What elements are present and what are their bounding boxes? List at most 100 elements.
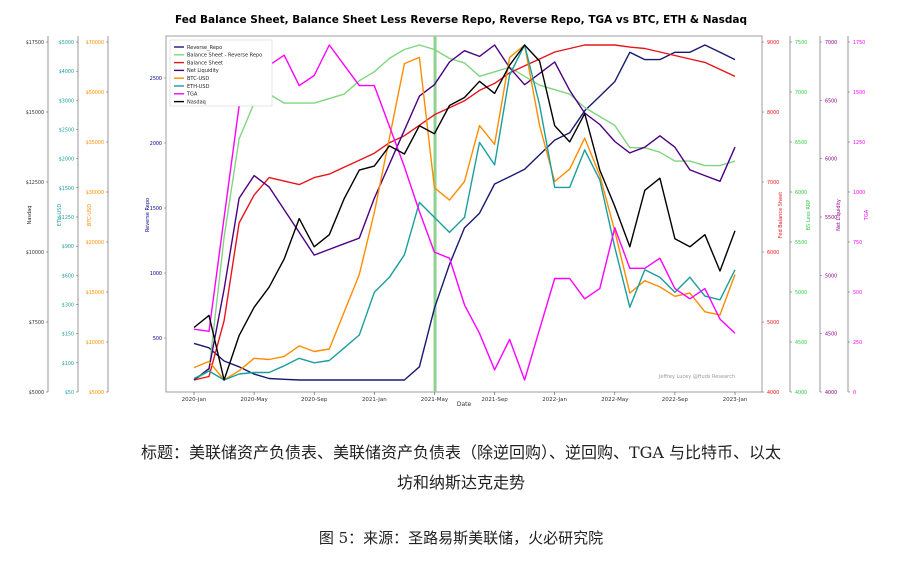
y-tick-label: $35000: [86, 140, 104, 146]
y-tick-label: 4500: [825, 332, 837, 338]
axis-tga: 1750 1500 1250 1000 750 500 250 0 TGA: [847, 36, 870, 396]
x-tick-label: 2023-Jan: [723, 397, 748, 403]
y-tick-label: $17500: [26, 40, 44, 46]
x-tick-label: 2022-May: [601, 397, 629, 403]
legend-label: TGA: [186, 92, 198, 98]
series-line-net-liquidity: [193, 44, 736, 381]
axis-title: BTC-USD: [87, 204, 93, 226]
y-tick-label: $70000: [86, 40, 104, 46]
legend-item: BTC-USD: [174, 76, 209, 82]
y-tick-label: $150: [62, 332, 74, 338]
y-tick-label: 1000: [853, 190, 865, 196]
legend-box: [169, 39, 273, 107]
y-tick-label: $10000: [86, 340, 104, 346]
y-tick-label: 7000: [825, 40, 837, 46]
y-tick-label: 500: [853, 290, 862, 296]
x-tick-label: 2022-Jan: [542, 397, 567, 403]
axis-title: BS Less RRP: [806, 200, 812, 231]
legend-item: Nasdaq: [174, 99, 206, 105]
series-line-btc-usd: [193, 44, 736, 381]
x-tick-label: 2021-May: [421, 397, 449, 403]
legend-item: Balance Sheet - Reverse Repo: [174, 53, 262, 59]
legend-label: ETH-USD: [187, 84, 210, 90]
series-line-eth-usd: [193, 44, 736, 381]
axis-title: Fed Balance Sheet: [778, 192, 784, 238]
legend-item: Reverse_Repo: [174, 45, 222, 51]
x-tick-label: 2020-Jan: [182, 397, 207, 403]
y-tick-label: 6000: [795, 190, 807, 196]
plot-content: [193, 36, 736, 392]
y-tick-label: 1500: [150, 206, 162, 212]
y-tick-label: $15000: [26, 110, 44, 116]
axis-title: Nasdaq: [27, 206, 33, 225]
y-tick-label: $300: [62, 303, 74, 309]
y-tick-label: $5000: [29, 390, 44, 396]
watermark: Jeffrey Lucey @Huds Research: [658, 374, 735, 380]
right-axes: 9000 8000 7000 6000 5000 4000 Fed Balance Shee…: [762, 36, 870, 396]
axis-btc: $70000 $50000 $35000 $30000 $20000 $15000 $100…: [86, 36, 109, 396]
y-tick-label: 5500: [825, 215, 837, 221]
y-tick-label: 5000: [795, 290, 807, 296]
y-tick-label: $1500: [59, 186, 74, 192]
y-tick-label: 750: [853, 240, 862, 246]
y-tick-label: $4000: [59, 69, 74, 75]
left-axes: $17500 $15000 $12500 $10000 $7500 $5000 Nasdaq…: [26, 36, 166, 396]
y-tick-label: $600: [62, 273, 74, 279]
y-tick-label: $30000: [86, 190, 104, 196]
legend: Reverse_Repo Balance Sheet - Reverse Repo…: [169, 39, 273, 107]
y-tick-label: 2500: [150, 76, 162, 82]
y-tick-label: 9000: [767, 40, 779, 46]
y-tick-label: 1000: [150, 271, 162, 277]
axis-title: Reverse Repo: [145, 198, 151, 232]
legend-item: ETH-USD: [174, 84, 210, 90]
y-tick-label: $1250: [59, 215, 74, 221]
y-tick-label: 5500: [795, 240, 807, 246]
y-tick-label: 1500: [853, 90, 865, 96]
x-tick-label: 2020-Sep: [301, 397, 328, 403]
y-tick-label: 7500: [795, 40, 807, 46]
y-tick-label: 2000: [150, 141, 162, 147]
series-line-balance-sheet: [193, 44, 736, 381]
y-tick-label: 6000: [825, 157, 837, 163]
legend-label: Net Liquidity: [187, 68, 219, 74]
legend-item: Balance Sheet: [174, 60, 223, 66]
chart-title: Fed Balance Sheet, Balance Sheet Less Re…: [175, 14, 747, 26]
y-tick-label: $10000: [26, 250, 44, 256]
axis-bs_less_rrp: 7500 7000 6500 6000 5500 5000 4500 4000 BS Less …: [789, 36, 812, 396]
caption-source: 图 5：来源：圣路易斯美联储，火必研究院: [318, 529, 604, 547]
caption-title-line1: 标题：美联储资产负债表、美联储资产负债表（除逆回购）、逆回购、TGA 与比特币、…: [140, 443, 782, 462]
y-tick-label: $7500: [29, 320, 44, 326]
y-tick-label: 6500: [795, 140, 807, 146]
axis-title: Net Liquidity: [836, 199, 842, 231]
x-axis: 2020-Jan 2020-May 2020-Sep 2021-Jan 2021-May…: [182, 392, 748, 403]
legend-label: Balance Sheet - Reverse Repo: [187, 53, 262, 59]
chart-figure: Fed Balance Sheet, Balance Sheet Less Re…: [26, 14, 870, 408]
y-tick-label: 5000: [825, 273, 837, 279]
legend-item: TGA: [174, 92, 198, 98]
y-tick-label: $5000: [89, 390, 104, 396]
y-tick-label: $15000: [86, 290, 104, 296]
axis-fed_bs: 9000 8000 7000 6000 5000 4000 Fed Balance Shee…: [762, 40, 784, 396]
caption-title-line2: 坊和纳斯达克走势: [396, 473, 525, 492]
y-tick-label: 7000: [767, 180, 779, 186]
y-tick-label: 4000: [767, 390, 779, 396]
y-tick-label: $50000: [86, 90, 104, 96]
y-tick-label: 6000: [767, 250, 779, 256]
y-tick-label: $2000: [59, 157, 74, 163]
y-tick-label: $3000: [59, 98, 74, 104]
y-tick-label: 500: [153, 336, 162, 342]
x-axis-label: Date: [457, 401, 472, 408]
y-tick-label: 6500: [825, 98, 837, 104]
series-line-tga: [193, 44, 736, 381]
axis-net_liquidity: 7000 6500 6000 5500 5000 4500 4000 Net Liquidit…: [819, 36, 842, 396]
y-tick-label: $5000: [59, 40, 74, 46]
axis-nasdaq: $17500 $15000 $12500 $10000 $7500 $5000 Nasdaq: [26, 36, 49, 396]
axis-title: TGA: [864, 209, 870, 221]
x-tick-label: 2022-Sep: [662, 397, 689, 403]
legend-label: Balance Sheet: [187, 60, 223, 66]
y-tick-label: $20000: [86, 240, 104, 246]
y-tick-label: 7000: [795, 90, 807, 96]
y-tick-label: $50: [65, 390, 74, 396]
y-tick-label: 8000: [767, 110, 779, 116]
x-tick-label: 2021-Jan: [362, 397, 387, 403]
